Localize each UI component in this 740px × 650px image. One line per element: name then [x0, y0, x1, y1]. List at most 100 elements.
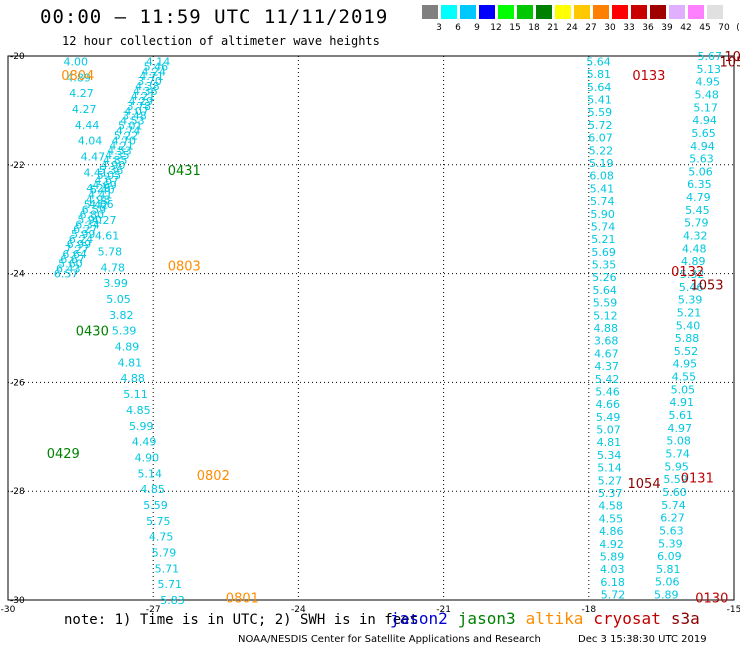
wave-height-value: 4.07 [124, 105, 149, 118]
wave-height-value: 4.04 [78, 135, 103, 148]
wave-height-value: 5.05 [97, 169, 122, 182]
wave-height-value: 5.21 [591, 233, 616, 246]
wave-height-value: 4.66 [596, 398, 621, 411]
wave-height-value: 5.88 [675, 332, 700, 345]
wave-height-value: 5.05 [671, 383, 696, 396]
wave-height-value: 5.75 [146, 515, 171, 528]
footer-credit: NOAA/NESDIS Center for Satellite Applica… [238, 634, 541, 645]
wave-height-value: 5.81 [656, 563, 681, 576]
pass-time-label: 1053 [739, 88, 740, 103]
x-tick-label: -18 [581, 605, 596, 615]
scale-label: 70 [718, 23, 730, 33]
legend-jason3: jason3 [457, 609, 516, 628]
wave-height-value: 4.67 [94, 174, 119, 187]
wave-height-value: 4.92 [599, 538, 624, 551]
wave-height-value: 5.64 [586, 55, 611, 68]
wave-height-value: 5.40 [90, 184, 115, 197]
scale-swatch [422, 5, 438, 19]
wave-height-value: 5.74 [590, 195, 615, 208]
wave-height-value: 6.67 [60, 253, 85, 266]
x-tick-label: -15 [727, 605, 740, 615]
wave-height-value: 5.59 [663, 473, 688, 486]
wave-height-value: 5.59 [143, 499, 168, 512]
wave-height-value: 4.29 [129, 95, 154, 108]
wave-height-value: 7.27 [65, 243, 90, 256]
wave-height-value: 4.66 [89, 198, 114, 211]
scale-swatch [688, 5, 704, 19]
scale-label: 36 [642, 23, 654, 33]
wave-height-value: 4.98 [86, 194, 111, 207]
wave-height-value: 4.14 [146, 55, 171, 68]
pass-time-label: 1053 [719, 55, 740, 70]
wave-height-value: 4.26 [86, 182, 111, 195]
wave-height-value: 4.85 [103, 154, 128, 167]
wave-height-value: 5.78 [98, 246, 123, 259]
wave-height-value: 4.58 [598, 500, 623, 513]
wave-height-value: 4.55 [672, 371, 697, 384]
pass-time-label: 0802 [197, 469, 230, 484]
wave-height-value: 5.14 [138, 467, 163, 480]
pass-time-label: 0801 [226, 591, 259, 606]
scale-label: 27 [585, 23, 597, 33]
y-tick-label: -24 [10, 270, 25, 280]
scale-label: 21 [547, 23, 559, 33]
scale-swatch [517, 5, 533, 19]
wave-height-value: 4.00 [64, 55, 89, 68]
y-tick-label: -26 [10, 378, 25, 388]
scale-label: 3 [436, 23, 442, 33]
wave-height-value: 5.60 [58, 258, 83, 271]
scale-label: 30 [604, 23, 616, 33]
wave-height-value: 6.24 [69, 233, 94, 246]
wave-height-value: 5.06 [688, 165, 713, 178]
footer-note: note: 1) Time is in UTC; 2) SWH is in fe… [64, 612, 419, 628]
wave-height-value: 4.36 [133, 85, 158, 98]
wave-height-value: 5.12 [593, 309, 618, 322]
wave-height-value: 4.79 [686, 191, 711, 204]
wave-height-value: 5.37 [598, 487, 623, 500]
pass-time-label: 0430 [76, 325, 109, 340]
wave-height-value: 6.99 [67, 238, 92, 251]
x-tick-label: -21 [436, 605, 451, 615]
wave-height-value: 6.80 [79, 208, 104, 221]
wave-height-value: 5.14 [597, 462, 622, 475]
wave-height-value: 4.41 [83, 166, 108, 179]
wave-height-value: 6.08 [589, 170, 614, 183]
wave-height-value: 5.01 [118, 120, 143, 133]
chart-title: 00:00 – 11:59 UTC 11/11/2019 [40, 6, 389, 28]
wave-height-value: 6.57 [54, 268, 79, 281]
pass-time-label: 0429 [47, 447, 80, 462]
wave-height-value: 6.59 [82, 203, 107, 216]
wave-height-value: 5.42 [84, 199, 109, 212]
pass-time-label: 0803 [168, 259, 201, 274]
wave-height-value: 5.74 [665, 448, 690, 461]
wave-height-value: 4.69 [92, 179, 117, 192]
scale-label: 45 [699, 23, 711, 33]
wave-height-value: 5.41 [590, 182, 615, 195]
wave-height-value: 4.35 [105, 149, 130, 162]
scale-swatch [669, 5, 685, 19]
scale-label: 12 [490, 23, 502, 33]
wave-height-value: 6.64 [62, 248, 87, 261]
wave-height-value: 3.78 [127, 100, 152, 113]
wave-height-value: 5.52 [674, 345, 699, 358]
wave-height-value: 4.24 [142, 65, 167, 78]
wave-height-value: 4.27 [92, 214, 117, 227]
wave-height-value: 4.70 [112, 134, 137, 147]
wave-height-value: 5.69 [591, 246, 616, 259]
x-tick-label: -30 [1, 605, 16, 615]
wave-height-value: 5.59 [588, 106, 613, 119]
y-tick-label: -22 [10, 161, 25, 171]
wave-height-value: 4.27 [72, 103, 97, 116]
wave-height-value: 4.67 [594, 347, 619, 360]
pass-time-label: 0131 [681, 472, 714, 487]
wave-height-value: 5.39 [678, 294, 703, 307]
wave-height-value: 5.48 [694, 88, 719, 101]
wave-height-value: 5.95 [664, 460, 689, 473]
wave-height-value: 4.71 [139, 70, 164, 83]
wave-height-value: 5.72 [601, 589, 626, 602]
legend-s3a: s3a [670, 609, 700, 628]
wave-height-value: 5.07 [596, 424, 621, 437]
wave-height-value: 5.39 [112, 325, 137, 338]
scale-swatch [612, 5, 628, 19]
wave-height-value: 5.34 [597, 449, 622, 462]
